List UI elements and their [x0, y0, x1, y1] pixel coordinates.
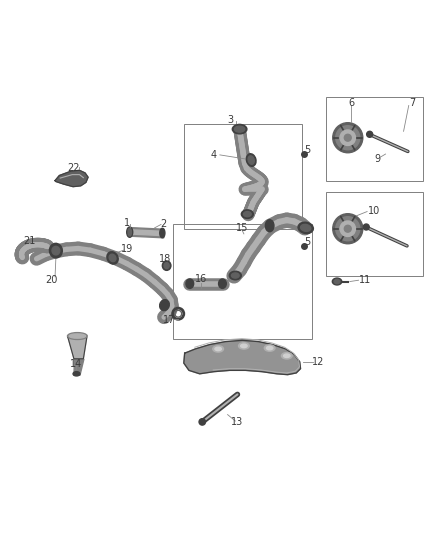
Text: 19: 19 — [120, 244, 133, 254]
Ellipse shape — [248, 156, 254, 164]
Ellipse shape — [283, 354, 290, 358]
Bar — [326, 192, 423, 276]
Ellipse shape — [52, 246, 60, 255]
Ellipse shape — [244, 212, 251, 217]
Circle shape — [336, 126, 360, 150]
Text: 17: 17 — [163, 315, 176, 325]
Ellipse shape — [128, 228, 131, 236]
Circle shape — [333, 214, 363, 244]
Ellipse shape — [232, 124, 247, 134]
Ellipse shape — [186, 279, 194, 288]
Ellipse shape — [363, 224, 369, 230]
Ellipse shape — [199, 419, 205, 425]
Ellipse shape — [266, 346, 273, 350]
Ellipse shape — [162, 261, 171, 270]
Text: 20: 20 — [46, 275, 58, 285]
Ellipse shape — [241, 210, 253, 219]
Ellipse shape — [265, 220, 274, 232]
Text: 13: 13 — [231, 417, 244, 427]
Ellipse shape — [127, 227, 133, 237]
Text: 14: 14 — [71, 359, 83, 369]
Circle shape — [344, 225, 351, 232]
Ellipse shape — [107, 252, 118, 264]
Ellipse shape — [332, 278, 342, 285]
Polygon shape — [184, 341, 300, 375]
Text: 9: 9 — [374, 154, 380, 164]
Bar — [326, 97, 423, 181]
Ellipse shape — [300, 224, 311, 231]
Text: 6: 6 — [348, 98, 354, 108]
Text: 12: 12 — [312, 357, 325, 367]
Text: 11: 11 — [359, 275, 371, 285]
Polygon shape — [68, 337, 87, 359]
Ellipse shape — [160, 228, 165, 238]
Ellipse shape — [282, 352, 292, 359]
Ellipse shape — [73, 372, 80, 376]
Text: 21: 21 — [23, 236, 35, 246]
Ellipse shape — [230, 271, 241, 280]
Circle shape — [333, 123, 363, 153]
Ellipse shape — [109, 254, 116, 262]
Ellipse shape — [164, 263, 169, 269]
Ellipse shape — [160, 300, 170, 311]
Ellipse shape — [234, 126, 245, 132]
Ellipse shape — [240, 344, 247, 348]
Ellipse shape — [213, 346, 223, 352]
Text: 1: 1 — [124, 218, 130, 228]
Ellipse shape — [215, 347, 221, 351]
Bar — [173, 224, 312, 340]
Ellipse shape — [239, 343, 249, 349]
Text: 7: 7 — [409, 98, 415, 108]
Ellipse shape — [219, 279, 226, 288]
Text: 5: 5 — [304, 145, 311, 155]
Circle shape — [344, 134, 351, 141]
Ellipse shape — [246, 154, 256, 166]
Bar — [184, 124, 302, 229]
Text: 15: 15 — [237, 223, 249, 233]
Ellipse shape — [367, 131, 373, 138]
Text: 10: 10 — [368, 206, 381, 216]
Text: 18: 18 — [159, 254, 171, 264]
Circle shape — [336, 217, 360, 241]
Ellipse shape — [298, 222, 313, 233]
Text: 16: 16 — [195, 274, 207, 285]
Polygon shape — [55, 171, 88, 187]
Text: 4: 4 — [211, 150, 217, 160]
Text: 3: 3 — [227, 115, 233, 125]
Ellipse shape — [334, 279, 340, 284]
Text: 2: 2 — [160, 220, 166, 229]
Circle shape — [340, 221, 356, 237]
Circle shape — [340, 130, 356, 146]
Text: 22: 22 — [67, 163, 80, 173]
Ellipse shape — [49, 244, 62, 258]
Ellipse shape — [264, 345, 275, 351]
Ellipse shape — [67, 333, 87, 340]
Ellipse shape — [69, 334, 85, 338]
Text: 5: 5 — [304, 237, 311, 247]
Ellipse shape — [231, 273, 239, 278]
